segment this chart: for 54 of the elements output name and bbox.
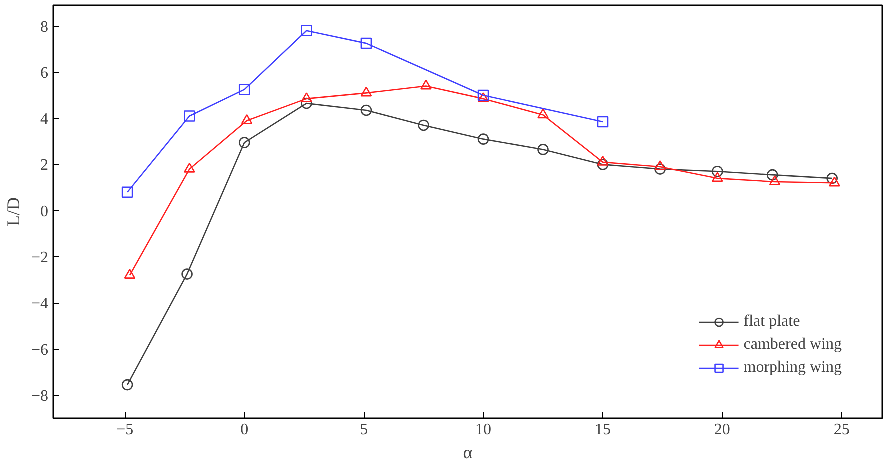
y-tick-label: 8 <box>40 18 48 36</box>
x-axis-title: α <box>463 442 474 462</box>
point <box>124 269 136 279</box>
point <box>478 92 490 102</box>
y-tick-label: −6 <box>31 342 49 359</box>
point <box>478 134 490 145</box>
legend-label: cambered wing <box>744 336 842 354</box>
point <box>238 137 250 148</box>
point <box>184 162 196 173</box>
point <box>360 86 372 97</box>
x-tick-label: 15 <box>594 422 611 438</box>
y-tick-label: 0 <box>40 203 48 220</box>
point <box>829 176 840 187</box>
y-tick-label: −4 <box>31 296 49 313</box>
point <box>712 166 724 178</box>
point <box>122 379 134 391</box>
point <box>238 84 250 96</box>
point <box>538 144 549 156</box>
point <box>301 25 312 37</box>
point <box>122 186 134 198</box>
point <box>766 169 778 181</box>
point <box>360 104 372 116</box>
point <box>301 98 312 110</box>
point <box>418 120 430 132</box>
point <box>597 159 609 170</box>
x-tick-label: 25 <box>834 422 850 438</box>
point <box>712 172 724 182</box>
point <box>478 90 490 102</box>
point <box>360 38 372 50</box>
point <box>597 116 609 128</box>
point <box>182 268 193 280</box>
y-tick-label: −8 <box>31 388 49 405</box>
point <box>654 160 666 171</box>
y-tick-label: 4 <box>40 111 48 128</box>
point <box>826 172 838 184</box>
point <box>769 176 781 186</box>
y-tick-label: 2 <box>40 157 48 174</box>
x-tick-label: 0 <box>240 422 249 438</box>
point <box>538 108 549 119</box>
y-tick-label: 6 <box>40 64 48 82</box>
point <box>301 92 312 102</box>
x-tick-label: 10 <box>476 422 492 438</box>
x-tick-label: 20 <box>714 422 730 438</box>
point <box>241 114 253 124</box>
x-tick-label: 5 <box>360 422 368 438</box>
legend-label: flat plate <box>744 313 800 331</box>
y-tick-label: −2 <box>31 249 49 266</box>
legend-label: morphing wing <box>744 359 842 377</box>
y-axis-title: L/D <box>3 198 24 226</box>
x-tick-label: −5 <box>116 422 134 438</box>
point <box>597 156 609 166</box>
point <box>654 164 666 175</box>
point <box>420 80 432 90</box>
point <box>184 110 196 122</box>
